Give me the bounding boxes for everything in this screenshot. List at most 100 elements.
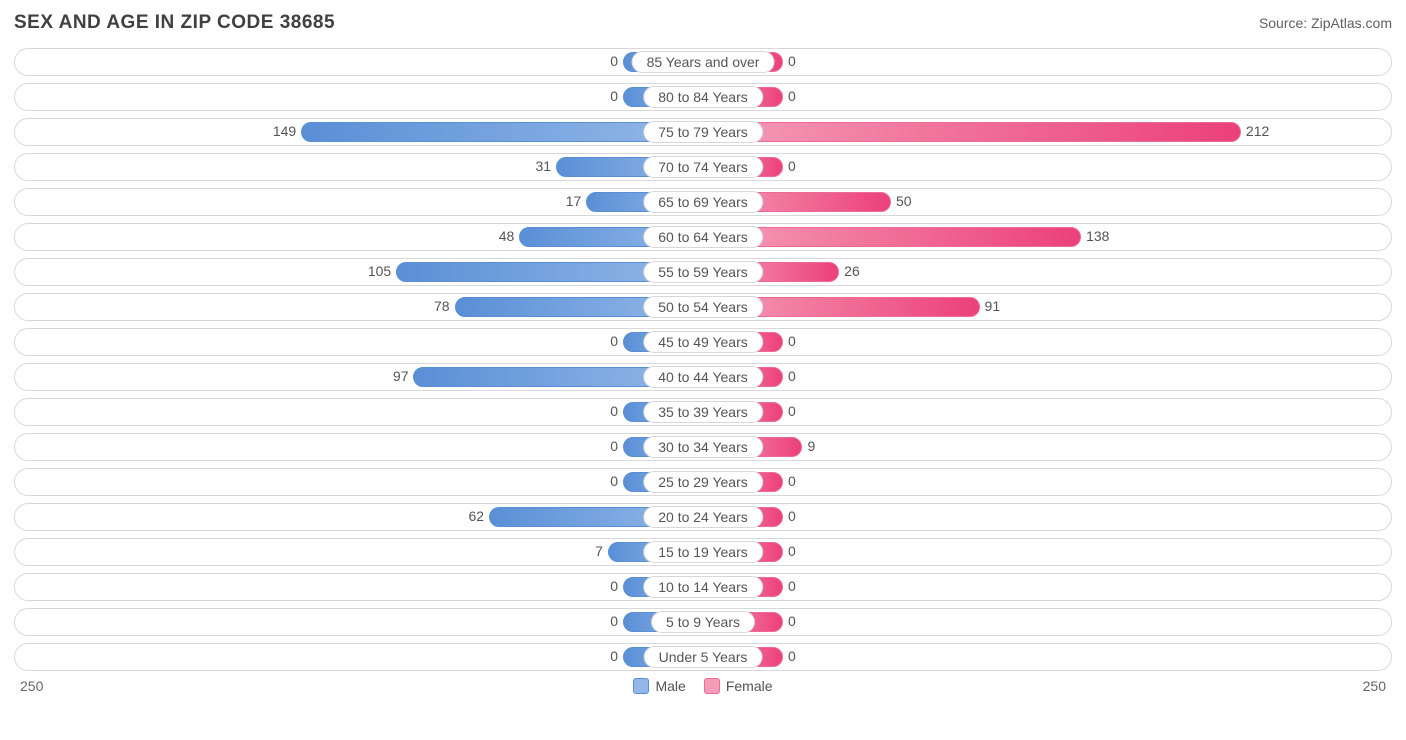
female-value: 9: [801, 438, 815, 454]
female-half: 26: [703, 262, 1385, 282]
female-value: 0: [782, 578, 796, 594]
female-value: 0: [782, 333, 796, 349]
age-row: 0 0 5 to 9 Years: [14, 608, 1392, 636]
female-half: 0: [703, 87, 1385, 107]
chart-title: SEX AND AGE IN ZIP CODE 38685: [14, 12, 335, 34]
female-value: 50: [890, 193, 912, 209]
age-category-label: 55 to 59 Years: [643, 261, 763, 283]
age-row: 0 0 80 to 84 Years: [14, 83, 1392, 111]
male-value: 0: [610, 613, 624, 629]
age-category-label: 30 to 34 Years: [643, 436, 763, 458]
female-value: 138: [1080, 228, 1109, 244]
age-category-label: 40 to 44 Years: [643, 366, 763, 388]
female-value: 0: [782, 403, 796, 419]
female-value: 0: [782, 368, 796, 384]
male-half: 105: [21, 262, 703, 282]
male-value: 105: [368, 263, 397, 279]
male-half: 48: [21, 227, 703, 247]
male-value: 0: [610, 438, 624, 454]
male-half: 149: [21, 122, 703, 142]
legend: Male Female: [633, 678, 772, 694]
chart-footer: 250 Male Female 250: [14, 678, 1392, 694]
age-row: 48 138 60 to 64 Years: [14, 223, 1392, 251]
age-row: 0085 Years and over: [14, 48, 1392, 76]
age-row: 31 0 70 to 74 Years: [14, 153, 1392, 181]
male-half: 0: [21, 437, 703, 457]
male-value: 7: [595, 543, 609, 559]
age-category-label: 75 to 79 Years: [643, 121, 763, 143]
age-category-label: Under 5 Years: [644, 646, 763, 668]
female-half: 0: [703, 507, 1385, 527]
age-category-label: 85 Years and over: [632, 51, 775, 73]
age-row: 0 0 Under 5 Years: [14, 643, 1392, 671]
axis-max-right: 250: [1363, 678, 1386, 694]
female-value: 212: [1240, 123, 1269, 139]
female-half: 0: [703, 332, 1385, 352]
male-half: 0: [21, 402, 703, 422]
age-row: 105 2655 to 59 Years: [14, 258, 1392, 286]
female-value: 0: [782, 88, 796, 104]
age-row: 17 50 65 to 69 Years: [14, 188, 1392, 216]
male-half: 31: [21, 157, 703, 177]
chart-source: Source: ZipAtlas.com: [1259, 15, 1392, 31]
female-value: 0: [782, 613, 796, 629]
male-value: 62: [469, 508, 491, 524]
age-category-label: 25 to 29 Years: [643, 471, 763, 493]
female-value: 0: [782, 508, 796, 524]
male-value: 0: [610, 333, 624, 349]
male-half: 0: [21, 647, 703, 667]
age-row: 0 9 30 to 34 Years: [14, 433, 1392, 461]
female-half: 0: [703, 542, 1385, 562]
age-row: 78 91 50 to 54 Years: [14, 293, 1392, 321]
male-value: 31: [535, 158, 557, 174]
age-row: 0025 to 29 Years: [14, 468, 1392, 496]
male-half: 0: [21, 612, 703, 632]
female-value: 0: [782, 543, 796, 559]
male-value: 149: [273, 123, 302, 139]
female-value: 0: [782, 158, 796, 174]
male-half: 7: [21, 542, 703, 562]
female-value: 0: [782, 53, 796, 69]
age-row: 0 0 10 to 14 Years: [14, 573, 1392, 601]
male-half: 17: [21, 192, 703, 212]
male-half: 0: [21, 577, 703, 597]
age-category-label: 10 to 14 Years: [643, 576, 763, 598]
age-category-label: 50 to 54 Years: [643, 296, 763, 318]
female-value: 91: [979, 298, 1001, 314]
age-category-label: 80 to 84 Years: [643, 86, 763, 108]
female-half: 0: [703, 367, 1385, 387]
female-half: 0: [703, 52, 1385, 72]
age-category-label: 15 to 19 Years: [643, 541, 763, 563]
male-value: 0: [610, 473, 624, 489]
legend-item-male: Male: [633, 678, 685, 694]
female-value: 0: [782, 648, 796, 664]
female-half: 0: [703, 402, 1385, 422]
female-bar: 212: [703, 122, 1241, 142]
male-value: 97: [393, 368, 415, 384]
legend-male-label: Male: [655, 678, 685, 694]
male-half: 0: [21, 87, 703, 107]
male-value: 0: [610, 88, 624, 104]
age-row: 97 0 40 to 44 Years: [14, 363, 1392, 391]
legend-item-female: Female: [704, 678, 773, 694]
axis-max-left: 250: [20, 678, 43, 694]
female-half: 0: [703, 472, 1385, 492]
male-value: 48: [499, 228, 521, 244]
female-half: 0: [703, 647, 1385, 667]
age-category-label: 60 to 64 Years: [643, 226, 763, 248]
male-value: 17: [566, 193, 588, 209]
age-category-label: 65 to 69 Years: [643, 191, 763, 213]
male-value: 78: [434, 298, 456, 314]
male-value: 0: [610, 648, 624, 664]
female-half: 0: [703, 157, 1385, 177]
female-half: 0: [703, 612, 1385, 632]
age-category-label: 45 to 49 Years: [643, 331, 763, 353]
age-category-label: 5 to 9 Years: [651, 611, 755, 633]
male-half: 0: [21, 472, 703, 492]
male-swatch-icon: [633, 678, 649, 694]
age-category-label: 35 to 39 Years: [643, 401, 763, 423]
age-category-label: 70 to 74 Years: [643, 156, 763, 178]
male-value: 0: [610, 578, 624, 594]
female-half: 91: [703, 297, 1385, 317]
female-swatch-icon: [704, 678, 720, 694]
